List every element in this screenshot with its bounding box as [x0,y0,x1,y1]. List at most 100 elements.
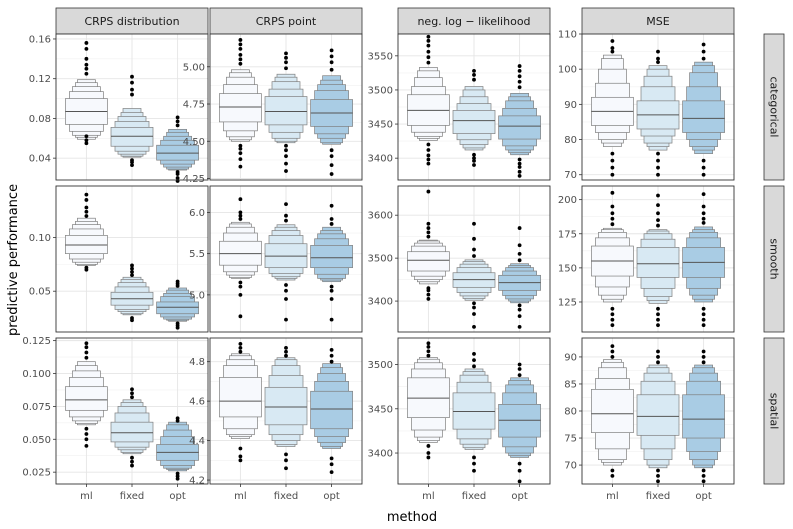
outlier-point [656,203,660,208]
panel-border [55,185,209,333]
outlier-point [656,473,660,478]
outlier-point [426,455,431,460]
outlier-point [238,61,243,66]
outlier-point [84,443,89,448]
series-opt [310,203,353,322]
outlier-point [472,352,476,356]
outlier-point [517,74,522,79]
y-tick-label: 3500 [368,254,393,265]
outlier-point [238,143,243,148]
series-fixed [636,349,680,484]
row-strip-spatial [763,337,785,485]
outlier-point [426,226,431,230]
row-strip-categorical [763,33,785,181]
letter-value-box [110,421,154,443]
panel-categorical-crps-distribution: 0.04 0.08 0.12 0.16 [29,33,209,183]
outlier-point [701,158,706,163]
series-ml [591,39,634,177]
outlier-point [238,157,243,162]
y-tick-label: 6.0 [189,208,205,219]
series-opt [498,64,541,178]
outlier-point [284,458,288,463]
y-tick-label: 90 [564,352,577,363]
outlier-point [472,163,476,167]
outlier-point [426,157,431,162]
outlier-point [701,204,706,209]
panel-spatial-neg-log-likelihood: 3400 3450 3500 ml fixed opt [368,337,551,502]
outlier-point [130,266,134,271]
outlier-point [426,153,431,158]
outlier-point [426,55,431,60]
outlier-point [329,353,334,358]
outlier-point [517,373,522,378]
panel-smooth-crps-distribution: 0.05 0.10 [29,185,209,333]
outlier-point [329,67,334,72]
x-tick-label: fixed [646,491,670,502]
outlier-point [426,451,431,455]
y-tick-label: 200 [558,195,577,206]
y-tick-label: 0.04 [29,154,51,165]
series-fixed [264,202,308,322]
outlier-point [517,64,522,68]
outlier-point [329,284,334,289]
outlier-point [84,214,89,218]
outlier-point [84,46,89,51]
outlier-point [329,54,334,59]
panel-grid: CRPS distribution CRPS point neg. log − li… [22,7,785,502]
panel-border [397,185,551,333]
series-ml [591,344,634,478]
outlier-point [426,444,431,448]
outlier-point [284,345,288,350]
panel-border [55,33,209,181]
outlier-point [238,46,243,51]
outlier-point [656,323,660,328]
outlier-point [426,189,431,194]
column-strip-label: neg. log − likelihood [417,15,530,28]
outlier-point [517,157,522,162]
panel-border [581,33,735,181]
outlier-point [238,446,243,451]
outlier-point [517,243,522,248]
y-tick-label: 0.075 [22,402,51,413]
outlier-point [610,473,615,478]
letter-value-box [310,390,353,430]
outlier-point [426,230,431,235]
outlier-point [238,342,243,346]
outlier-point [175,321,180,326]
outlier-point [472,68,476,73]
outlier-point [284,349,288,354]
outlier-point [472,236,476,241]
outlier-point [426,297,431,301]
outlier-point [130,387,134,392]
outlier-point [175,170,180,174]
letter-value-box [682,100,725,133]
y-tick-label: 150 [558,263,577,274]
outlier-point [329,347,334,352]
y-tick-label: 0.05 [29,287,51,298]
outlier-point [284,154,288,159]
outlier-point [472,358,476,363]
outlier-point [472,73,476,77]
outlier-point [175,279,180,284]
outlier-point [656,360,660,365]
outlier-point [130,459,134,464]
outlier-point [656,211,660,216]
outlier-point [517,85,522,90]
y-tick-label: 5.5 [189,249,205,260]
y-tick-label: 3550 [368,51,393,62]
outlier-point [284,353,288,358]
outlier-point [701,172,706,177]
outlier-point [130,163,134,168]
series-fixed [264,51,308,173]
outlier-point [426,60,431,65]
outlier-point [84,198,89,202]
outlier-point [238,57,243,62]
outlier-point [517,479,522,484]
x-tick-label: fixed [462,491,486,502]
panel-border [581,185,735,333]
outlier-point [284,148,288,153]
outlier-point [517,468,522,473]
x-tick-label: fixed [120,491,144,502]
panel-border [209,33,363,181]
y-tick-label: 5.0 [189,290,205,301]
